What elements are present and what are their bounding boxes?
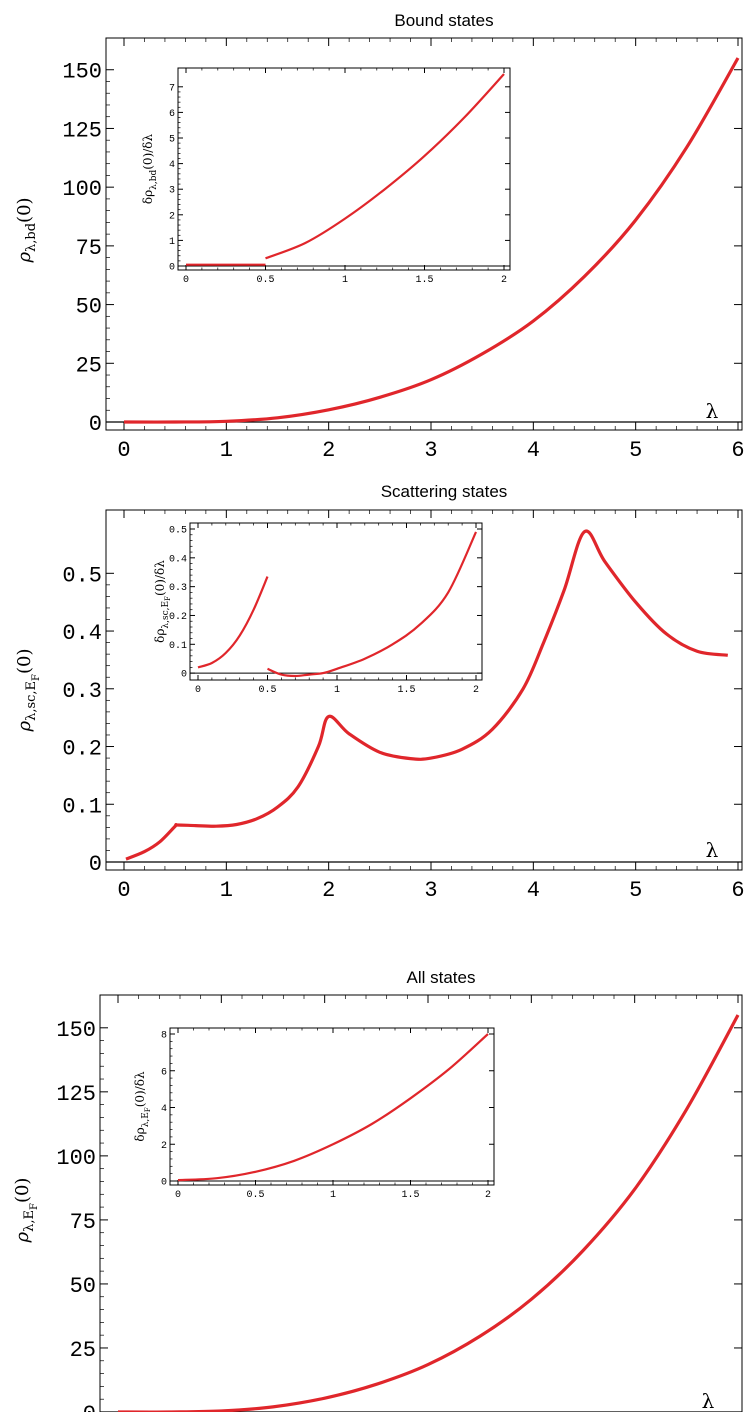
x-axis-label: λ	[702, 1389, 715, 1412]
chart-title: Bound states	[394, 11, 493, 30]
y-tick-label: 125	[62, 118, 102, 143]
inset-x-tick-label: 0.5	[258, 685, 276, 696]
inset-y-tick-label: 3	[169, 186, 175, 197]
series-line	[123, 57, 740, 424]
inset-y-tick-label: 6	[169, 109, 175, 120]
inset-x-tick-label: 1	[330, 1190, 336, 1201]
inset-y-tick-label: 0	[161, 1178, 167, 1189]
series-line	[125, 529, 729, 861]
inset-y-tick-label: 4	[161, 1104, 167, 1115]
chart-title: All states	[407, 968, 476, 987]
y-tick-label: 125	[56, 1082, 96, 1107]
inset-x-tick-label: 0	[195, 685, 201, 696]
x-tick-label: 5	[629, 438, 642, 463]
inset-y-axis-label: δρλ,bd(0)/δλ	[141, 133, 159, 204]
x-tick-label: 2	[322, 438, 335, 463]
inset-y-tick-label: 7	[169, 83, 175, 94]
inset-y-tick-label: 2	[169, 211, 175, 222]
inset-chart: 0 0.5 1 1.5 2 0 0.1 0.2 0.3 0.4 0.5 δρλ,sc,EF(0)/δλ	[153, 522, 483, 696]
inset-y-tick-label: 0	[169, 263, 175, 274]
x-tick-label: 0	[117, 878, 130, 903]
y-tick-label: 100	[56, 1146, 96, 1171]
x-tick-label: 0	[117, 438, 130, 463]
inset-plot-frame	[169, 1027, 495, 1186]
inset-chart: 0 0.5 1 1.5 2 0 1 2 3 4 5 6 7 δρλ,bd(0)/δλ	[141, 67, 511, 286]
inset-y-tick-label: 4	[169, 160, 175, 171]
inset-x-tick-label: 2	[473, 685, 479, 696]
inset-chart: 0 0.5 1 1.5 2 0 2 4 6 8 δρλ,EF(0)/δλ	[133, 1027, 495, 1201]
inset-x-tick-label: 1.5	[397, 685, 415, 696]
y-tick-label: 50	[70, 1274, 96, 1299]
inset-x-tick-label: 1	[342, 275, 348, 286]
series-line	[118, 1014, 740, 1412]
inset-y-tick-label: 0.3	[169, 583, 187, 594]
inset-y-tick-label: 6	[161, 1067, 167, 1078]
inset-x-tick-label: 1.5	[401, 1190, 419, 1201]
inset-y-tick-label: 0.5	[169, 526, 187, 537]
inset-y-tick-label: 8	[161, 1031, 167, 1042]
y-tick-label: 0	[83, 1402, 96, 1412]
inset-x-tick-label: 0	[175, 1190, 181, 1201]
y-tick-label: 100	[62, 177, 102, 202]
inset-y-tick-label: 0.1	[169, 641, 187, 652]
y-axis-label: ρλ,sc,EF(0)	[14, 649, 42, 733]
y-tick-label: 0.5	[62, 563, 102, 588]
x-axis-label: λ	[706, 838, 719, 862]
x-tick-label: 2	[322, 878, 335, 903]
y-tick-label: 75	[70, 1210, 96, 1235]
inset-x-tick-label: 2	[485, 1190, 491, 1201]
y-tick-label: 150	[62, 60, 102, 85]
y-axis-label: ρλ,EF(0)	[12, 1178, 40, 1244]
panel-all-states: All states01234560255075100125150ρλ,EF(0…	[12, 968, 743, 1412]
x-axis-label: λ	[706, 399, 719, 423]
x-tick-label: 3	[424, 438, 437, 463]
inset-x-tick-label: 0.5	[246, 1190, 264, 1201]
x-tick-label: 1	[220, 878, 233, 903]
inset-series-line	[267, 531, 478, 678]
inset-plot-frame	[189, 522, 483, 681]
y-axis-label: ρλ,bd(0)	[14, 197, 39, 263]
inset-y-tick-label: 2	[161, 1141, 167, 1152]
y-tick-label: 0.3	[62, 679, 102, 704]
y-tick-label: 0.4	[62, 621, 102, 646]
inset-series-line	[197, 576, 269, 669]
y-tick-label: 25	[70, 1338, 96, 1363]
inset-y-tick-label: 5	[169, 135, 175, 146]
y-tick-label: 0	[89, 852, 102, 877]
chart-title: Scattering states	[381, 482, 508, 501]
x-tick-label: 6	[731, 878, 744, 903]
y-tick-label: 0.1	[62, 794, 102, 819]
y-tick-label: 0.2	[62, 737, 102, 762]
x-tick-label: 1	[220, 438, 233, 463]
inset-plot-frame	[177, 67, 511, 271]
inset-series-line	[265, 73, 505, 260]
inset-x-tick-label: 0	[183, 275, 189, 286]
y-tick-label: 25	[76, 353, 102, 378]
inset-x-tick-label: 0.5	[256, 275, 274, 286]
inset-y-axis-label: δρλ,EF(0)/δλ	[133, 1071, 152, 1142]
y-tick-label: 75	[76, 236, 102, 261]
y-tick-label: 50	[76, 295, 102, 320]
x-tick-label: 4	[527, 438, 540, 463]
inset-series-line	[177, 1033, 489, 1182]
x-tick-label: 3	[424, 878, 437, 903]
x-tick-label: 5	[629, 878, 642, 903]
x-tick-label: 4	[527, 878, 540, 903]
x-tick-label: 6	[731, 438, 744, 463]
inset-y-tick-label: 0.4	[169, 554, 187, 565]
y-tick-label: 150	[56, 1018, 96, 1043]
y-tick-label: 0	[89, 412, 102, 437]
inset-y-tick-label: 1	[169, 237, 175, 248]
inset-x-tick-label: 1	[334, 685, 340, 696]
panel-scattering-states: Scattering states 0 1 2 3 4 5 6 0 0.1 0.2 0.3 0.4 0.5…	[14, 482, 744, 903]
inset-y-tick-label: 0	[181, 670, 187, 681]
inset-x-tick-label: 1.5	[415, 275, 433, 286]
inset-y-axis-label: δρλ,sc,EF(0)/δλ	[153, 560, 172, 643]
inset-y-tick-label: 0.2	[169, 612, 187, 623]
inset-x-tick-label: 2	[501, 275, 507, 286]
